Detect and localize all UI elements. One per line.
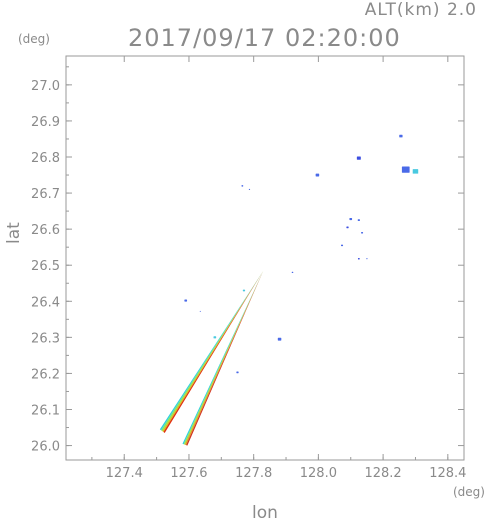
altitude-label: ALT(km) 2.0 <box>364 0 477 20</box>
radar-echo <box>184 299 188 302</box>
radar-echo <box>277 337 282 341</box>
radar-echo <box>401 166 410 173</box>
x-tick-label: 127.4 <box>106 466 143 481</box>
y-unit-label: (deg) <box>18 32 50 46</box>
radar-echo <box>242 289 246 292</box>
y-tick-label: 26.1 <box>31 404 60 419</box>
x-unit-label: (deg) <box>453 485 485 499</box>
radar-beam-band <box>159 270 264 431</box>
y-tick-label: 26.8 <box>31 151 60 166</box>
y-tick-label: 26.7 <box>31 187 60 202</box>
y-tick-label: 26.5 <box>31 259 60 274</box>
radar-beam-band <box>182 270 264 445</box>
radar-echo <box>199 310 201 312</box>
x-axis-label: lon <box>252 503 278 523</box>
radar-echo <box>248 188 251 191</box>
x-tick-label: 128.0 <box>300 466 337 481</box>
x-tick-label: 128.4 <box>429 466 466 481</box>
radar-echo <box>236 371 239 374</box>
radar-beam-band <box>183 270 264 445</box>
y-tick-label: 27.0 <box>31 79 60 94</box>
radar-echo <box>357 258 360 260</box>
plot-frame <box>65 55 465 461</box>
radar-echo <box>399 134 403 138</box>
radar-echo <box>291 271 294 274</box>
y-tick-label: 26.3 <box>31 331 60 346</box>
radar-beam-band <box>163 270 264 433</box>
y-tick-label: 26.4 <box>31 295 60 310</box>
x-tick-label: 127.6 <box>170 466 207 481</box>
y-tick-label: 26.2 <box>31 367 60 382</box>
radar-beam-band <box>161 270 264 432</box>
radar-echo <box>412 169 419 174</box>
x-tick-label: 128.2 <box>364 466 401 481</box>
radar-echo <box>357 219 360 222</box>
radar-echo <box>341 244 344 247</box>
datetime-title: 2017/09/17 02:20:00 <box>128 24 401 52</box>
radar-beam-band <box>162 270 264 433</box>
radar-echo <box>315 173 320 177</box>
radar-echo <box>356 156 361 160</box>
radar-echo <box>213 336 217 339</box>
radar-echo <box>366 258 368 260</box>
radar-echo <box>241 185 244 187</box>
y-tick-label: 26.0 <box>31 440 60 455</box>
y-tick-label: 26.6 <box>31 223 60 238</box>
radar-beam-band <box>186 270 264 446</box>
y-tick-label: 26.9 <box>31 115 60 130</box>
radar-echo <box>361 231 364 234</box>
x-tick-label: 127.8 <box>235 466 272 481</box>
radar-beam-band <box>184 270 264 446</box>
radar-echo <box>349 217 353 221</box>
radar-echo <box>346 226 349 229</box>
